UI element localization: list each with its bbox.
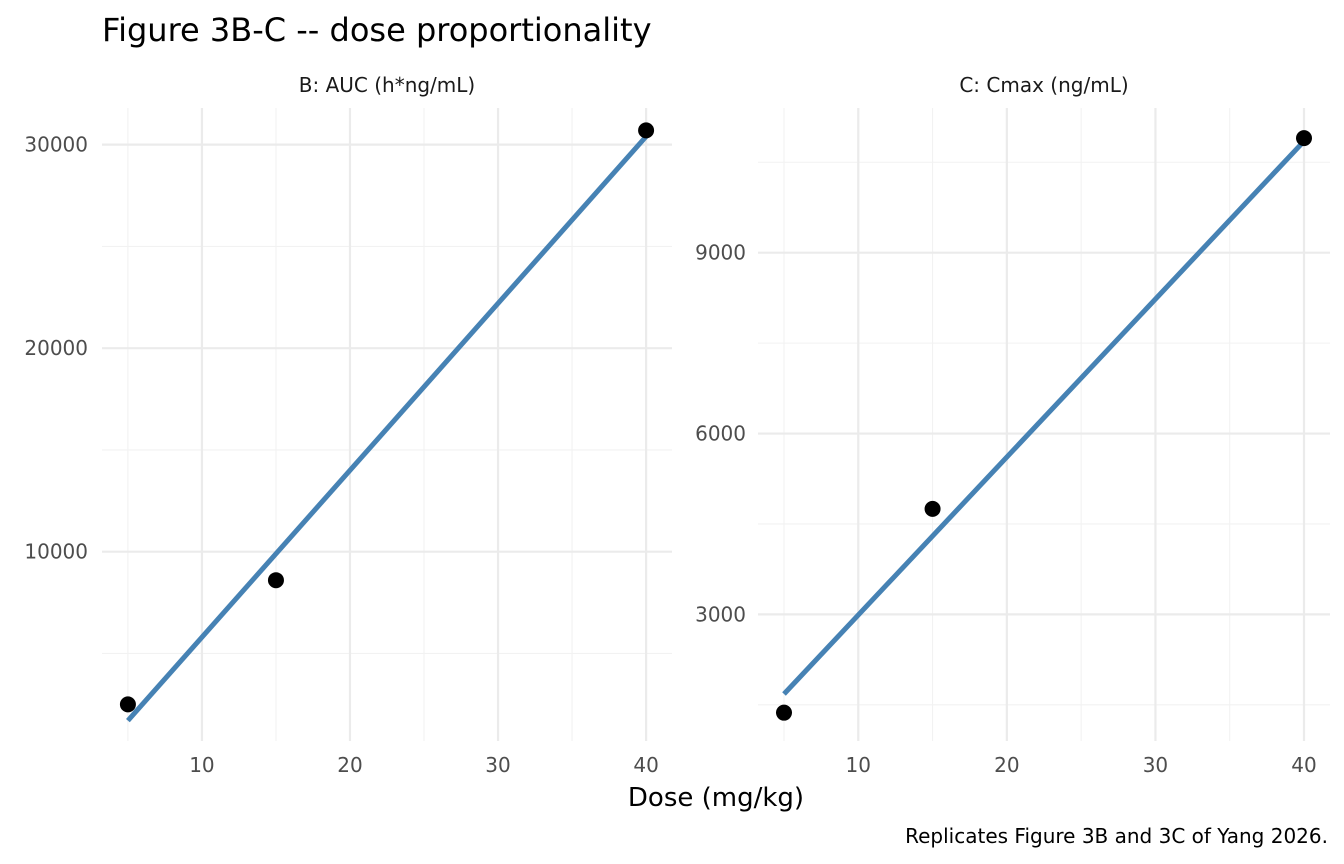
y-tick-label: 3000 bbox=[695, 602, 746, 626]
x-axis-label: Dose (mg/kg) bbox=[628, 783, 804, 813]
panel-label: B: AUC (h*ng/mL) bbox=[299, 73, 475, 97]
x-tick-label: 30 bbox=[485, 753, 510, 777]
x-tick-label: 10 bbox=[846, 753, 871, 777]
fit-line bbox=[126, 134, 648, 723]
panel-c: 10 20 30 40 3000 6000 9000 C: Cmax (ng/mL) bbox=[695, 73, 1330, 777]
chart-title: Figure 3B-C -- dose proportionality bbox=[102, 11, 652, 49]
data-point bbox=[776, 704, 792, 721]
y-tick-label: 6000 bbox=[695, 422, 746, 446]
data-point bbox=[119, 696, 136, 713]
data-point bbox=[1296, 130, 1312, 147]
data-point bbox=[924, 500, 941, 517]
y-tick-label: 9000 bbox=[695, 241, 746, 265]
x-tick-label: 10 bbox=[189, 753, 214, 777]
chart-caption: Replicates Figure 3B and 3C of Yang 2026… bbox=[905, 824, 1328, 848]
x-tick-label: 30 bbox=[1143, 753, 1168, 777]
data-point bbox=[267, 572, 284, 589]
y-tick-label: 30000 bbox=[24, 133, 88, 157]
x-tick-label: 20 bbox=[337, 753, 362, 777]
x-tick-label: 40 bbox=[1291, 753, 1316, 777]
panel-label: C: Cmax (ng/mL) bbox=[959, 73, 1128, 97]
x-tick-label: 40 bbox=[633, 753, 658, 777]
fit-line bbox=[782, 139, 1306, 696]
data-point bbox=[638, 122, 655, 139]
x-tick-label: 20 bbox=[994, 753, 1019, 777]
y-tick-label: 20000 bbox=[24, 336, 88, 360]
y-tick-label: 10000 bbox=[24, 540, 88, 564]
panel-b: 10 20 30 40 10000 20000 30000 B: AUC (h*ng/mL) bbox=[24, 73, 672, 777]
